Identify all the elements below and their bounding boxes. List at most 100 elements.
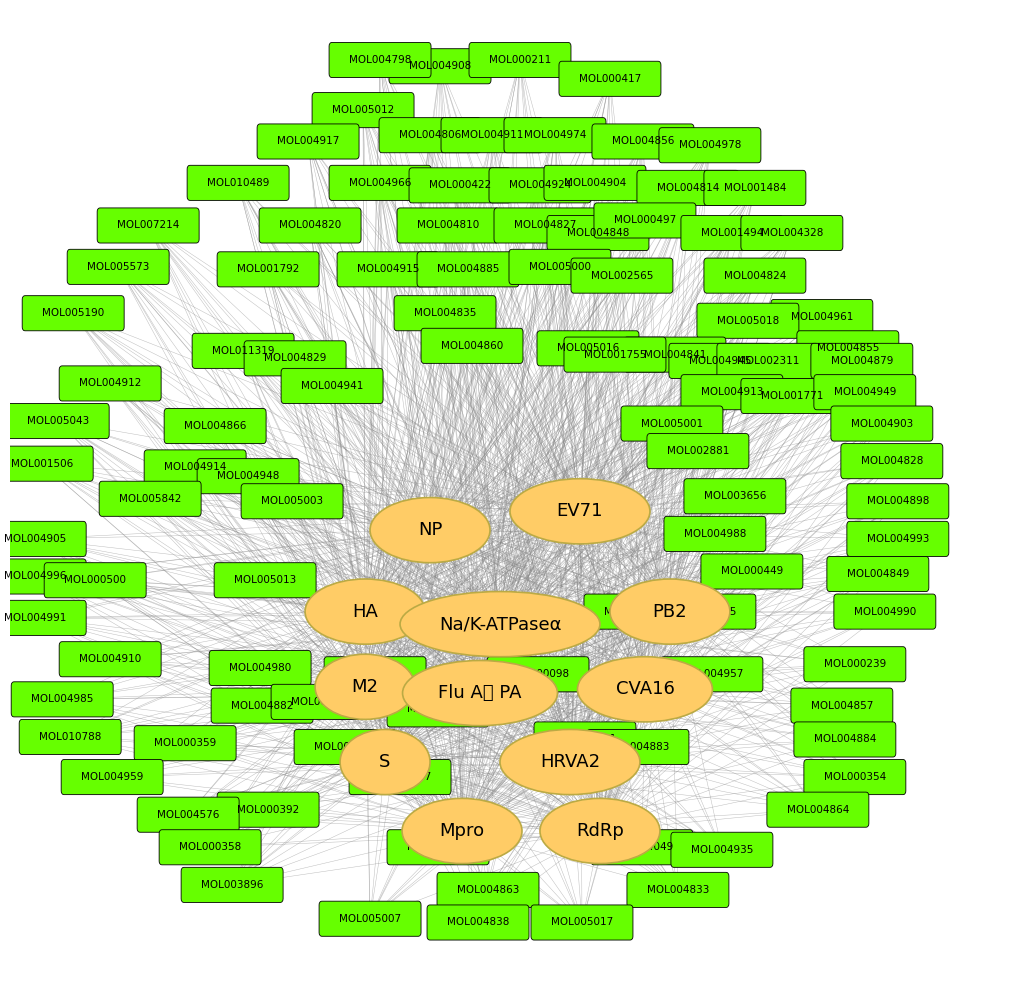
Ellipse shape bbox=[305, 579, 425, 644]
FancyBboxPatch shape bbox=[663, 516, 765, 552]
Text: MOL004904: MOL004904 bbox=[564, 178, 626, 188]
Text: MOL001484: MOL001484 bbox=[723, 183, 786, 193]
FancyBboxPatch shape bbox=[0, 558, 86, 594]
Text: MOL005017: MOL005017 bbox=[550, 917, 612, 928]
FancyBboxPatch shape bbox=[830, 406, 932, 441]
Text: MOL004864: MOL004864 bbox=[786, 805, 848, 815]
FancyBboxPatch shape bbox=[766, 792, 868, 827]
Text: MOL004949: MOL004949 bbox=[833, 387, 895, 397]
Text: HA: HA bbox=[352, 603, 378, 621]
FancyBboxPatch shape bbox=[209, 650, 311, 686]
FancyBboxPatch shape bbox=[621, 406, 722, 441]
FancyBboxPatch shape bbox=[803, 647, 905, 682]
FancyBboxPatch shape bbox=[61, 759, 163, 795]
FancyBboxPatch shape bbox=[627, 873, 729, 907]
Text: MOL000359: MOL000359 bbox=[154, 738, 216, 749]
Text: MOL004811: MOL004811 bbox=[553, 735, 615, 745]
Text: MOL005842: MOL005842 bbox=[119, 493, 181, 503]
Ellipse shape bbox=[499, 730, 639, 795]
Text: MOL004991: MOL004991 bbox=[4, 613, 66, 623]
Text: MOL004908: MOL004908 bbox=[409, 61, 471, 71]
Text: MOL004805: MOL004805 bbox=[407, 842, 469, 852]
Text: MOL004990: MOL004990 bbox=[853, 607, 915, 617]
FancyBboxPatch shape bbox=[796, 331, 898, 365]
FancyBboxPatch shape bbox=[244, 341, 345, 376]
FancyBboxPatch shape bbox=[503, 117, 605, 153]
FancyBboxPatch shape bbox=[660, 657, 762, 691]
FancyBboxPatch shape bbox=[790, 689, 892, 723]
Text: MOL004907: MOL004907 bbox=[369, 772, 431, 782]
FancyBboxPatch shape bbox=[97, 208, 199, 243]
FancyBboxPatch shape bbox=[593, 203, 695, 238]
Text: Na/K-ATPaseα: Na/K-ATPaseα bbox=[438, 615, 560, 633]
FancyBboxPatch shape bbox=[409, 167, 511, 203]
FancyBboxPatch shape bbox=[0, 600, 86, 635]
FancyBboxPatch shape bbox=[436, 873, 538, 907]
FancyBboxPatch shape bbox=[703, 170, 805, 206]
FancyBboxPatch shape bbox=[793, 722, 895, 757]
FancyBboxPatch shape bbox=[319, 901, 421, 937]
Text: MOL004806: MOL004806 bbox=[398, 130, 461, 140]
Text: MOL004948: MOL004948 bbox=[217, 471, 279, 482]
Text: MOL004849: MOL004849 bbox=[846, 569, 908, 579]
FancyBboxPatch shape bbox=[558, 61, 660, 97]
Text: MOL005016: MOL005016 bbox=[556, 344, 619, 354]
Text: MOL002823: MOL002823 bbox=[314, 742, 376, 752]
FancyBboxPatch shape bbox=[217, 792, 319, 827]
FancyBboxPatch shape bbox=[44, 562, 146, 598]
FancyBboxPatch shape bbox=[536, 331, 638, 365]
FancyBboxPatch shape bbox=[417, 252, 519, 287]
FancyBboxPatch shape bbox=[488, 167, 590, 203]
Text: MOL004863: MOL004863 bbox=[457, 885, 519, 895]
FancyBboxPatch shape bbox=[834, 594, 934, 629]
Text: MOL001506: MOL001506 bbox=[11, 459, 73, 469]
Text: MOL004911: MOL004911 bbox=[461, 130, 523, 140]
Text: MOL000500: MOL000500 bbox=[64, 575, 126, 585]
Text: MOL004828: MOL004828 bbox=[860, 456, 922, 466]
Text: MOL004879: MOL004879 bbox=[829, 356, 893, 365]
Text: MOL004810: MOL004810 bbox=[417, 221, 479, 230]
FancyBboxPatch shape bbox=[564, 337, 665, 372]
FancyBboxPatch shape bbox=[684, 479, 785, 514]
FancyBboxPatch shape bbox=[696, 303, 798, 338]
Text: MOL004833: MOL004833 bbox=[646, 885, 708, 895]
Text: MOL004905: MOL004905 bbox=[4, 534, 66, 544]
Text: MOL003656: MOL003656 bbox=[703, 492, 765, 501]
FancyBboxPatch shape bbox=[164, 409, 266, 443]
Text: MOL001792: MOL001792 bbox=[236, 264, 299, 275]
Text: MOL005001: MOL005001 bbox=[640, 419, 702, 428]
FancyBboxPatch shape bbox=[197, 459, 299, 493]
Text: MOL004848: MOL004848 bbox=[567, 228, 629, 238]
Text: MOL004856: MOL004856 bbox=[611, 137, 674, 147]
FancyBboxPatch shape bbox=[211, 689, 313, 723]
FancyBboxPatch shape bbox=[293, 730, 395, 764]
FancyBboxPatch shape bbox=[137, 797, 238, 832]
Text: MOL000358: MOL000358 bbox=[178, 842, 242, 852]
Text: MOL004855: MOL004855 bbox=[816, 344, 878, 354]
Text: MOL000354: MOL000354 bbox=[823, 772, 886, 782]
FancyBboxPatch shape bbox=[668, 344, 770, 378]
Text: MOL004860: MOL004860 bbox=[440, 341, 502, 351]
Text: MOL004824: MOL004824 bbox=[723, 271, 786, 281]
Ellipse shape bbox=[609, 579, 730, 644]
FancyBboxPatch shape bbox=[214, 562, 316, 598]
FancyBboxPatch shape bbox=[19, 719, 121, 755]
FancyBboxPatch shape bbox=[421, 328, 523, 363]
FancyBboxPatch shape bbox=[22, 296, 124, 331]
FancyBboxPatch shape bbox=[427, 905, 529, 940]
Text: MOL005018: MOL005018 bbox=[716, 316, 779, 326]
FancyBboxPatch shape bbox=[508, 249, 610, 285]
FancyBboxPatch shape bbox=[546, 216, 648, 250]
FancyBboxPatch shape bbox=[703, 258, 805, 294]
Text: Flu A） PA: Flu A） PA bbox=[438, 684, 522, 702]
Ellipse shape bbox=[510, 479, 649, 544]
Text: MOL010788: MOL010788 bbox=[39, 732, 101, 742]
Text: MOL000098: MOL000098 bbox=[506, 669, 569, 680]
FancyBboxPatch shape bbox=[846, 484, 948, 519]
Text: Mpro: Mpro bbox=[439, 821, 484, 840]
FancyBboxPatch shape bbox=[440, 117, 542, 153]
FancyBboxPatch shape bbox=[810, 344, 912, 378]
FancyBboxPatch shape bbox=[0, 446, 93, 482]
Text: MOL004841: MOL004841 bbox=[643, 350, 705, 360]
Text: MOL007214: MOL007214 bbox=[117, 221, 179, 230]
